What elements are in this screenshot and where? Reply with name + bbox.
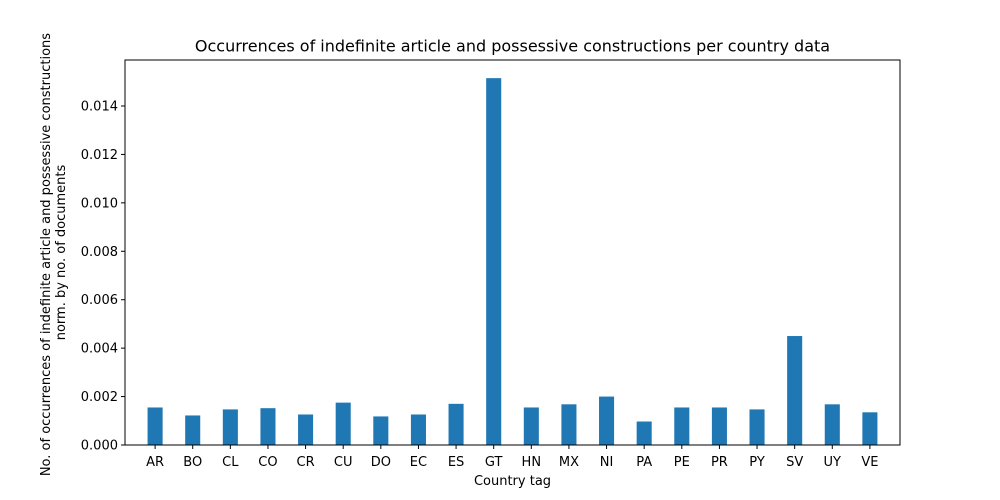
x-tick-label: ES	[448, 455, 464, 470]
bar-ve	[862, 412, 878, 445]
y-axis-label-line-1: No. of occurrences of indefinite article…	[39, 33, 54, 476]
x-tick-label: NI	[600, 455, 614, 470]
bar-ec	[410, 414, 426, 445]
bar-cr	[298, 414, 314, 445]
x-tick-label: CR	[297, 455, 315, 470]
x-axis-label: Country tag	[474, 474, 551, 489]
x-tick-label: EC	[410, 455, 427, 470]
x-tick-label: GT	[485, 455, 503, 470]
bar-mx	[561, 404, 577, 445]
x-tick-label: CO	[258, 455, 277, 470]
x-tick-label: DO	[371, 455, 391, 470]
x-tick-label: CL	[222, 455, 239, 470]
y-tick-label: 0.008	[81, 245, 118, 260]
x-tick-label: PY	[749, 455, 765, 470]
y-axis-ticks: 0.000 0.002 0.004 0.006 0.008 0.010 0.012 0.014	[81, 100, 125, 454]
bar-hn	[523, 407, 539, 445]
x-tick-label: CU	[334, 455, 353, 470]
y-axis-label-line-2: norm. by no. of documents	[54, 164, 69, 340]
x-tick-label: PA	[636, 455, 652, 470]
bar-cl	[222, 409, 238, 445]
y-tick-label: 0.012	[81, 148, 118, 163]
bar-uy	[824, 404, 840, 445]
bar-do	[373, 416, 389, 445]
x-tick-label: PE	[674, 455, 690, 470]
y-tick-label: 0.004	[81, 342, 118, 357]
bar-pr	[711, 407, 727, 445]
x-tick-label: UY	[824, 455, 842, 470]
bar-pe	[674, 407, 690, 445]
x-tick-label: AR	[146, 455, 164, 470]
y-tick-label: 0.006	[81, 293, 118, 308]
bar-pa	[636, 421, 652, 445]
y-axis-label: No. of occurrences of indefinite article…	[39, 29, 69, 476]
bar-py	[749, 409, 765, 445]
bar-sv	[787, 336, 803, 445]
x-axis-ticks: AR BO CL CO CR CU DO EC ES GT HN MX NI PA PE PR PY SV UY VE	[146, 445, 878, 470]
bars-group	[147, 78, 878, 445]
x-tick-label: HN	[522, 455, 542, 470]
bar-gt	[486, 78, 502, 445]
bar-ar	[147, 407, 163, 445]
bar-cu	[335, 402, 351, 445]
bar-ni	[599, 396, 615, 445]
chart-title: Occurrences of indefinite article and po…	[195, 37, 830, 56]
x-tick-label: VE	[861, 455, 878, 470]
bar-bo	[185, 415, 201, 445]
x-tick-label: BO	[183, 455, 202, 470]
bar-es	[448, 403, 464, 445]
x-tick-label: SV	[786, 455, 803, 470]
y-tick-label: 0.010	[81, 196, 118, 211]
y-tick-label: 0.002	[81, 390, 118, 405]
bar-co	[260, 408, 276, 445]
x-tick-label: MX	[559, 455, 579, 470]
y-tick-label: 0.014	[81, 100, 118, 115]
y-tick-label: 0.000	[81, 439, 118, 454]
x-tick-label: PR	[711, 455, 728, 470]
plot-frame	[124, 59, 901, 446]
